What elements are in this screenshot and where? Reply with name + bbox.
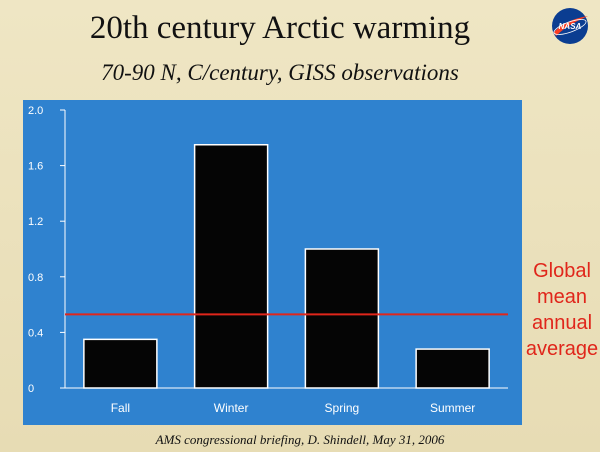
annotation-line: mean <box>536 286 588 308</box>
annotation-line: average <box>525 338 599 360</box>
bar-spring <box>304 248 380 389</box>
slide-subtitle: 70-90 N, C/century, GISS observations <box>101 60 459 85</box>
x-tick-label: Fall <box>111 401 130 415</box>
nasa-logo-icon: NASA <box>552 8 588 44</box>
annotation-line: annual <box>531 312 593 334</box>
y-tick-label: 1.6 <box>28 161 43 173</box>
bar-summer <box>415 348 490 389</box>
footer-citation: AMS congressional briefing, D. Shindell,… <box>155 432 445 447</box>
logo-wordmark: NASA <box>559 22 582 31</box>
bar-fall <box>83 338 158 389</box>
bar-winter <box>193 144 269 389</box>
global-mean-annotation: Global mean annual average <box>524 258 600 362</box>
x-tick-label: Summer <box>430 401 475 415</box>
slide-title: 20th century Arctic warming <box>89 10 471 46</box>
annotation-line: Global <box>533 260 591 282</box>
x-tick-label: Spring <box>325 401 360 415</box>
y-tick-label: 1.2 <box>28 216 43 228</box>
y-tick-label: 0.4 <box>28 327 43 339</box>
x-tick-label: Winter <box>214 401 249 415</box>
y-tick-label: 0 <box>28 383 34 395</box>
y-tick-label: 2.0 <box>28 105 43 117</box>
y-tick-label: 0.8 <box>28 272 43 284</box>
